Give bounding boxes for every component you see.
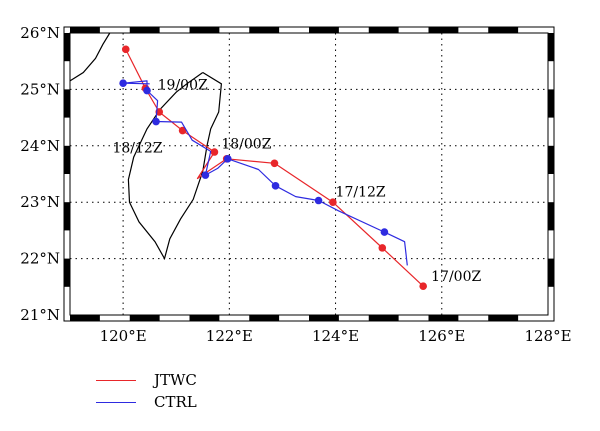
frame-seg-top bbox=[368, 27, 399, 33]
legend-swatch-jtwc bbox=[96, 379, 136, 381]
frame-seg-left bbox=[64, 89, 70, 118]
y-tick-label-2: 23°N bbox=[20, 193, 60, 211]
y-tick-label-1: 22°N bbox=[20, 250, 60, 268]
series-point-jtwc-0 bbox=[419, 282, 427, 291]
frame-seg-bottom bbox=[488, 315, 519, 321]
frame-seg-top bbox=[129, 27, 160, 33]
series-point-ctrl-2 bbox=[271, 182, 280, 190]
legend-label-jtwc: JTWC bbox=[154, 371, 197, 389]
frame-seg-left bbox=[64, 33, 70, 62]
frame-seg-right bbox=[548, 89, 554, 118]
frame-seg-right bbox=[548, 258, 554, 287]
frame-seg-bottom bbox=[249, 315, 280, 321]
frame-seg-top bbox=[189, 27, 220, 33]
coastline-mainland bbox=[69, 32, 111, 82]
annotation-0: 17/00Z bbox=[431, 269, 481, 285]
frame-seg-top bbox=[249, 27, 280, 33]
annotation-3: 18/12Z bbox=[112, 141, 162, 157]
frame-seg-right bbox=[548, 202, 554, 231]
y-tick-label-4: 25°N bbox=[20, 80, 60, 98]
frame-seg-right bbox=[548, 145, 554, 174]
series-point-ctrl-0 bbox=[380, 228, 389, 236]
series-point-jtwc-1 bbox=[378, 244, 387, 252]
legend-item-jtwc: JTWC bbox=[96, 369, 256, 391]
frame-seg-bottom bbox=[309, 315, 339, 321]
series-point-ctrl-6 bbox=[143, 86, 151, 95]
frame-seg-bottom bbox=[428, 315, 459, 321]
grid-lines bbox=[70, 33, 548, 315]
frame-seg-bottom bbox=[70, 315, 100, 321]
frame-seg-left bbox=[64, 145, 70, 174]
frame-seg-right bbox=[548, 33, 554, 62]
series-point-jtwc-6 bbox=[178, 126, 187, 135]
tracks bbox=[119, 45, 427, 291]
plot-area bbox=[70, 33, 548, 315]
annotation-2: 18/00Z bbox=[221, 137, 271, 153]
series-point-jtwc-9 bbox=[121, 45, 130, 54]
tick-labels: 120°E 122°E 124°E 126°E 128°E 21°N 22°N 23°N 24°… bbox=[20, 24, 571, 345]
frame-seg-top bbox=[70, 27, 100, 33]
frame-seg-bottom bbox=[368, 315, 399, 321]
frame-seg-top bbox=[428, 27, 459, 33]
frame-seg-bottom bbox=[189, 315, 220, 321]
x-tick-label-2: 124°E bbox=[312, 327, 359, 345]
series-point-ctrl-5 bbox=[152, 117, 160, 126]
y-tick-label-5: 26°N bbox=[20, 24, 60, 42]
frame-seg-left bbox=[64, 202, 70, 231]
legend-swatch-ctrl bbox=[96, 401, 136, 403]
x-tick-label-0: 120°E bbox=[100, 327, 147, 345]
frame-seg-bottom bbox=[129, 315, 160, 321]
frame-seg-left bbox=[64, 258, 70, 287]
annotation-4: 19/00Z bbox=[158, 77, 208, 93]
x-tick-label-4: 128°E bbox=[524, 327, 571, 345]
frame-seg-top bbox=[309, 27, 339, 33]
series-point-jtwc-2 bbox=[329, 198, 337, 206]
series-point-ctrl-3 bbox=[223, 154, 232, 163]
y-tick-label-3: 24°N bbox=[20, 137, 60, 155]
series-point-ctrl-7 bbox=[119, 79, 127, 87]
annotation-1: 17/12Z bbox=[336, 185, 386, 201]
series-point-ctrl-1 bbox=[314, 196, 323, 205]
series-point-jtwc-3 bbox=[270, 159, 279, 168]
legend-label-ctrl: CTRL bbox=[154, 393, 197, 411]
legend: JTWC CTRL bbox=[96, 369, 256, 413]
annotations: 17/00Z 17/12Z 18/00Z 18/12Z 19/00Z bbox=[112, 77, 481, 285]
x-tick-label-3: 126°E bbox=[418, 327, 465, 345]
x-tick-label-1: 122°E bbox=[206, 327, 253, 345]
series-point-jtwc-5 bbox=[210, 148, 219, 156]
map-frame bbox=[63, 26, 555, 322]
series-point-ctrl-4 bbox=[201, 171, 210, 179]
frame-seg-top bbox=[488, 27, 519, 33]
legend-item-ctrl: CTRL bbox=[96, 391, 256, 413]
y-tick-label-0: 21°N bbox=[20, 306, 60, 324]
